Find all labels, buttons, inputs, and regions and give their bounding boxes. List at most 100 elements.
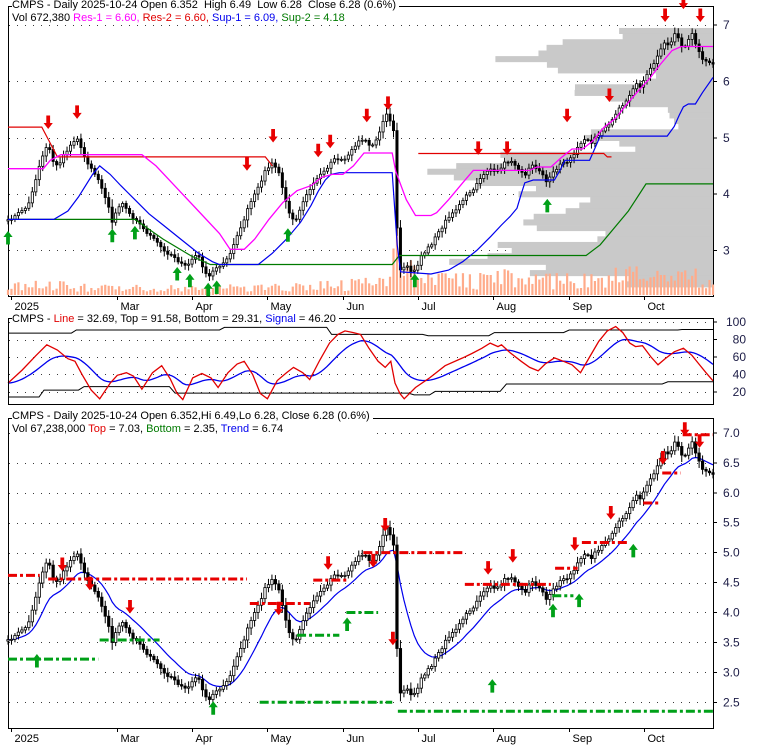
sell-arrow-icon	[508, 549, 518, 563]
volume-bar	[486, 274, 489, 295]
volume-bar	[197, 289, 201, 295]
volume-bar	[659, 275, 663, 295]
candle-body	[30, 191, 34, 204]
volume-bar	[645, 280, 649, 295]
y-axis-label: 6	[723, 74, 730, 88]
volume-bar	[541, 277, 544, 295]
volume-bar	[194, 287, 197, 295]
candle-body	[193, 677, 198, 683]
sell-arrow-icon	[680, 422, 690, 436]
volume-bar	[138, 287, 142, 295]
candle-body	[6, 639, 10, 642]
candle-body	[48, 147, 52, 150]
volume-profile-bar	[583, 134, 713, 141]
candle-body	[391, 120, 395, 132]
candle-body	[246, 627, 250, 641]
buy-arrow-icon	[185, 273, 195, 288]
volume-bar	[253, 285, 256, 295]
candle-body	[680, 37, 684, 47]
candle-body	[169, 676, 173, 678]
candle-body	[159, 663, 163, 669]
legend-segment: Vol 672,380	[12, 12, 74, 24]
volume-bar	[468, 274, 471, 295]
candle-body	[541, 170, 545, 176]
candle-body	[121, 203, 125, 208]
candle-body	[576, 146, 580, 155]
candle-body	[534, 581, 538, 586]
candle-body	[468, 610, 472, 614]
candle-body	[148, 653, 152, 657]
candle-body	[329, 578, 333, 586]
volume-bar	[368, 283, 371, 295]
candle-body	[381, 534, 385, 547]
volume-profile-bar	[511, 247, 713, 254]
candle-body	[325, 584, 330, 589]
candle-body	[266, 584, 271, 589]
x-axis-label: May	[271, 733, 292, 745]
volume-bar	[684, 270, 687, 295]
candle-body	[166, 250, 170, 255]
volume-profile-bar	[605, 230, 713, 237]
candle-body	[180, 684, 184, 687]
candle-body	[704, 468, 708, 472]
candle-body	[322, 170, 326, 175]
volume-bar	[545, 273, 548, 295]
candle-body	[680, 446, 684, 456]
candle-body	[27, 202, 31, 209]
x-axis-label: Jul	[422, 733, 436, 745]
volume-bar	[10, 288, 13, 295]
candle-body	[263, 587, 267, 600]
volume-bar	[607, 275, 610, 295]
candle-body	[440, 227, 444, 233]
candle-body	[579, 142, 583, 148]
candle-body	[509, 577, 514, 580]
volume-profile-bar	[562, 39, 713, 46]
candle-body	[575, 562, 580, 571]
candle-body	[131, 213, 135, 219]
volume-bar	[343, 291, 346, 295]
candle-body	[253, 193, 257, 202]
volume-bar	[649, 277, 652, 295]
volume-bar	[277, 285, 280, 295]
sell-arrow-icon	[57, 557, 67, 571]
candle-body	[207, 273, 211, 277]
volume-bar	[621, 280, 624, 295]
volume-profile-bar	[529, 270, 713, 277]
candle-body	[402, 689, 406, 694]
volume-bar	[291, 286, 294, 295]
volume-bar	[340, 280, 343, 295]
candle-body	[218, 265, 222, 269]
panel2-indicator-legend: CMPS - Line = 32.69, Top = 91.58, Bottom…	[12, 313, 339, 326]
candle-body	[555, 585, 559, 590]
candle-body	[155, 238, 159, 243]
volume-bar	[329, 286, 333, 295]
candle-body	[308, 607, 312, 614]
candle-body	[246, 208, 250, 221]
volume-bar	[493, 282, 496, 295]
candle-body	[676, 441, 680, 447]
sell-arrow-icon	[483, 561, 493, 575]
volume-bar	[270, 285, 274, 295]
panel3-title: CMPS - Daily 2025-10-24 Open 6.352,Hi 6.…	[12, 410, 373, 423]
volume-bar	[625, 269, 628, 295]
volume-bar	[79, 285, 83, 295]
candle-body	[305, 194, 309, 203]
candle-body	[544, 174, 548, 183]
volume-bar	[673, 280, 676, 295]
candle-body	[235, 656, 239, 667]
candle-body	[124, 622, 128, 629]
candle-body	[214, 690, 218, 695]
volume-bar	[694, 268, 697, 295]
candle-body	[489, 585, 493, 589]
candle-body	[430, 244, 434, 248]
volume-bar	[187, 289, 190, 295]
candle-body	[586, 139, 590, 142]
volume-bar	[86, 291, 89, 295]
x-axis-label: Apr	[196, 301, 213, 313]
volume-bar	[566, 273, 569, 295]
volume-bar	[531, 283, 534, 295]
volume-profile-bar	[619, 27, 713, 34]
candle-body	[655, 55, 659, 65]
candle-body	[364, 139, 368, 142]
volume-bar	[416, 279, 419, 295]
